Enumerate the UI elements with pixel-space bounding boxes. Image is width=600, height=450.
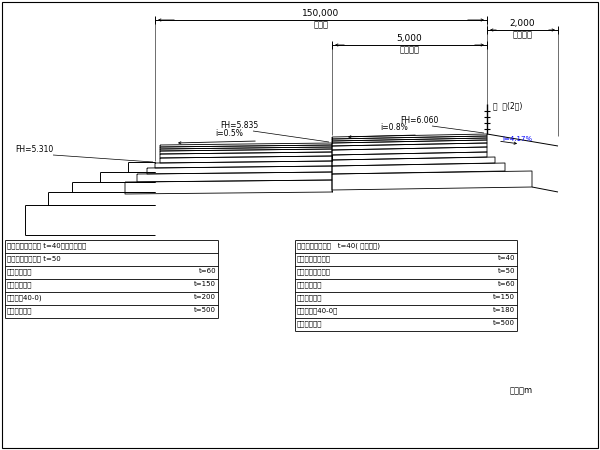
Text: 细粒式沥青混凝土   t=40( 将来规划): 细粒式沥青混凝土 t=40( 将来规划): [297, 242, 380, 248]
Polygon shape: [147, 166, 332, 174]
Polygon shape: [332, 163, 505, 174]
Text: 护  栏(2段): 护 栏(2段): [493, 101, 523, 110]
Text: 铺设部: 铺设部: [314, 20, 329, 29]
Text: t=500: t=500: [194, 307, 216, 313]
Text: 高平坦部: 高平坦部: [400, 45, 419, 54]
Text: 单位：m: 单位：m: [510, 386, 533, 395]
Polygon shape: [160, 156, 332, 163]
Text: FH=5.835: FH=5.835: [220, 121, 258, 130]
Text: t=150: t=150: [493, 294, 515, 300]
Text: 细粒式沥青混凝土: 细粒式沥青混凝土: [297, 255, 331, 261]
Polygon shape: [332, 171, 532, 190]
Polygon shape: [160, 143, 332, 147]
Text: （路肩）: （路肩）: [512, 30, 533, 39]
Polygon shape: [332, 157, 495, 166]
Polygon shape: [332, 147, 487, 155]
Polygon shape: [160, 147, 332, 151]
Text: t=40: t=40: [497, 255, 515, 261]
Polygon shape: [332, 143, 487, 150]
Text: 沥青稳定处理: 沥青稳定处理: [7, 268, 32, 274]
Polygon shape: [160, 145, 332, 149]
Text: i=0.8%: i=0.8%: [380, 123, 408, 132]
Polygon shape: [332, 138, 487, 143]
Text: 细粒式沥青混凝土 t=50: 细粒式沥青混凝土 t=50: [7, 255, 61, 261]
Text: 2,000: 2,000: [509, 19, 535, 28]
Text: 沥青稳定处理: 沥青稳定处理: [297, 281, 323, 288]
Polygon shape: [160, 152, 332, 158]
Polygon shape: [332, 136, 487, 141]
Polygon shape: [332, 152, 487, 160]
Text: 水泥稳定处理: 水泥稳定处理: [297, 294, 323, 301]
Text: 路基改良处理: 路基改良处理: [7, 307, 32, 314]
Text: t=200: t=200: [194, 294, 216, 300]
Polygon shape: [332, 134, 487, 139]
Text: t=150: t=150: [194, 281, 216, 287]
Polygon shape: [160, 149, 332, 154]
Text: 级配碎石（40-0）: 级配碎石（40-0）: [297, 307, 338, 314]
Text: t=180: t=180: [493, 307, 515, 313]
Text: FH=5.310: FH=5.310: [15, 145, 53, 154]
Text: t=50: t=50: [497, 268, 515, 274]
Polygon shape: [332, 140, 487, 146]
Text: 粗粒式沥青混凝土: 粗粒式沥青混凝土: [297, 268, 331, 274]
Text: t=60: t=60: [199, 268, 216, 274]
Text: 级配碎石40-0): 级配碎石40-0): [7, 294, 43, 301]
Text: i=4.17%: i=4.17%: [502, 136, 532, 142]
Text: 路基改良处理: 路基改良处理: [297, 320, 323, 327]
Polygon shape: [137, 172, 332, 182]
Text: t=500: t=500: [493, 320, 515, 326]
Polygon shape: [125, 180, 332, 194]
Text: 水泥稳定处理: 水泥稳定处理: [7, 281, 32, 288]
Text: 150,000: 150,000: [302, 9, 340, 18]
Text: t=60: t=60: [497, 281, 515, 287]
Text: FH=6.060: FH=6.060: [400, 116, 439, 125]
Text: 5,000: 5,000: [397, 34, 422, 43]
Text: i=0.5%: i=0.5%: [215, 129, 243, 138]
Text: 细粒式沥青混凝土 t=40（将来规划）: 细粒式沥青混凝土 t=40（将来规划）: [7, 242, 86, 248]
Polygon shape: [155, 161, 332, 168]
